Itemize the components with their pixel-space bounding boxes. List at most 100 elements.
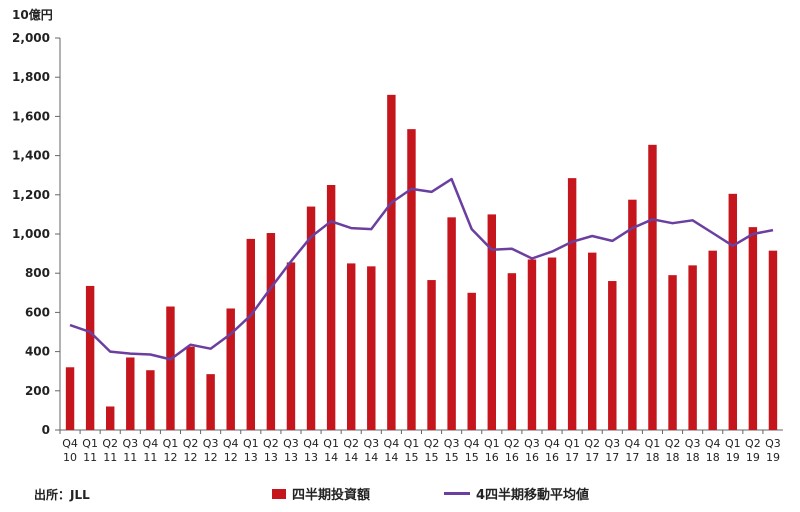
x-tick-quarter-label: Q4 — [303, 437, 319, 450]
bar — [768, 250, 778, 430]
bar — [246, 238, 256, 430]
y-tick-label: 1,200 — [12, 188, 50, 202]
x-tick-quarter-label: Q1 — [404, 437, 420, 450]
legend-line-swatch — [444, 492, 470, 495]
bar — [166, 306, 175, 430]
x-tick-quarter-label: Q1 — [725, 437, 741, 450]
x-tick-year-label: 15 — [445, 451, 459, 464]
x-tick-quarter-label: Q2 — [343, 437, 359, 450]
bar — [628, 199, 637, 430]
x-tick-year-label: 14 — [384, 451, 398, 464]
x-tick-quarter-label: Q4 — [705, 437, 721, 450]
x-tick-quarter-label: Q2 — [665, 437, 681, 450]
y-axis-unit-label: 10億円 — [12, 8, 53, 22]
bar — [326, 185, 336, 430]
chart-area: 0 200 400 600 800 1,000 1,200 1,400 1,600 1,800 2,… — [12, 31, 783, 464]
x-tick-year-label: 12 — [224, 451, 238, 464]
x-tick-quarter-label: Q3 — [122, 437, 138, 450]
x-tick-quarter-label: Q4 — [223, 437, 239, 450]
bar — [226, 308, 235, 430]
legend-bar-label: 四半期投資額 — [292, 488, 371, 503]
x-tick-quarter-label: Q3 — [283, 437, 299, 450]
x-tick-quarter-label: Q1 — [243, 437, 259, 450]
x-tick-year-label: 11 — [143, 451, 157, 464]
bar — [407, 129, 416, 430]
legend-bar-swatch — [272, 488, 286, 499]
bar — [608, 281, 617, 430]
bar — [105, 406, 115, 430]
bar — [748, 227, 758, 430]
bar — [708, 250, 717, 430]
x-tick-quarter-label: Q4 — [625, 437, 641, 450]
y-tick-label: 1,800 — [12, 70, 50, 84]
x-tick-year-label: 18 — [666, 451, 680, 464]
bar — [367, 266, 376, 430]
legend-line-label: 4四半期移動平均値 — [476, 488, 590, 503]
x-tick-quarter-label: Q4 — [384, 437, 400, 450]
x-tick-year-label: 10 — [63, 451, 77, 464]
x-tick-year-label: 18 — [645, 451, 659, 464]
x-tick-year-label: 12 — [163, 451, 177, 464]
bar — [688, 265, 697, 430]
bar — [387, 94, 396, 430]
bar — [186, 346, 195, 430]
x-tick-year-label: 16 — [485, 451, 499, 464]
x-tick-quarter-label: Q4 — [143, 437, 159, 450]
x-tick-quarter-label: Q1 — [163, 437, 179, 450]
bar — [547, 257, 557, 430]
x-tick-year-label: 16 — [545, 451, 559, 464]
bar — [648, 144, 657, 430]
x-tick-year-label: 19 — [766, 451, 780, 464]
bar — [346, 263, 356, 430]
x-tick-quarter-label: Q4 — [544, 437, 560, 450]
bar — [668, 275, 677, 430]
bar — [567, 178, 577, 430]
y-tick-label: 1,400 — [12, 149, 50, 163]
legend-item-bars: 四半期投資額 — [272, 484, 370, 503]
x-tick-year-label: 17 — [585, 451, 599, 464]
bar — [467, 292, 476, 430]
y-tick-label: 1,600 — [12, 109, 50, 123]
x-tick-year-label: 16 — [505, 451, 519, 464]
y-tick-label: 200 — [25, 384, 50, 398]
bar — [306, 206, 316, 430]
y-tick-label: 2,000 — [12, 31, 50, 45]
y-tick-label: 400 — [25, 345, 50, 359]
x-tick-quarter-label: Q2 — [504, 437, 520, 450]
moving-average-line — [69, 177, 774, 361]
x-tick-year-label: 18 — [686, 451, 700, 464]
x-tick-quarter-label: Q3 — [444, 437, 460, 450]
x-tick-year-label: 13 — [244, 451, 258, 464]
x-tick-year-label: 18 — [706, 451, 720, 464]
bar — [587, 252, 597, 430]
x-tick-quarter-label: Q4 — [62, 437, 78, 450]
x-tick-quarter-label: Q3 — [524, 437, 540, 450]
x-tick-year-label: 13 — [264, 451, 278, 464]
x-tick-year-label: 13 — [304, 451, 318, 464]
bar — [286, 262, 296, 430]
x-tick-quarter-label: Q2 — [183, 437, 199, 450]
x-tick-year-label: 19 — [726, 451, 740, 464]
x-tick-year-label: 11 — [103, 451, 117, 464]
x-tick-quarter-label: Q3 — [685, 437, 701, 450]
bar — [447, 217, 456, 430]
x-tick-year-label: 14 — [324, 451, 338, 464]
x-tick-quarter-label: Q1 — [645, 437, 661, 450]
x-tick-quarter-label: Q2 — [584, 437, 600, 450]
x-tick-quarter-label: Q3 — [604, 437, 620, 450]
bar — [126, 357, 135, 430]
bar — [728, 193, 738, 430]
x-tick-quarter-label: Q1 — [323, 437, 339, 450]
x-tick-quarter-label: Q2 — [263, 437, 279, 450]
x-tick-year-label: 19 — [746, 451, 760, 464]
x-tick-year-label: 12 — [184, 451, 198, 464]
x-tick-quarter-label: Q2 — [745, 437, 761, 450]
x-tick-quarter-label: Q2 — [424, 437, 440, 450]
bar — [527, 259, 537, 430]
y-tick-label: 800 — [25, 266, 50, 280]
x-tick-quarter-label: Q3 — [203, 437, 219, 450]
x-tick-year-label: 17 — [625, 451, 639, 464]
x-tick-quarter-label: Q1 — [484, 437, 500, 450]
x-tick-year-label: 15 — [425, 451, 439, 464]
x-tick-year-label: 14 — [344, 451, 358, 464]
